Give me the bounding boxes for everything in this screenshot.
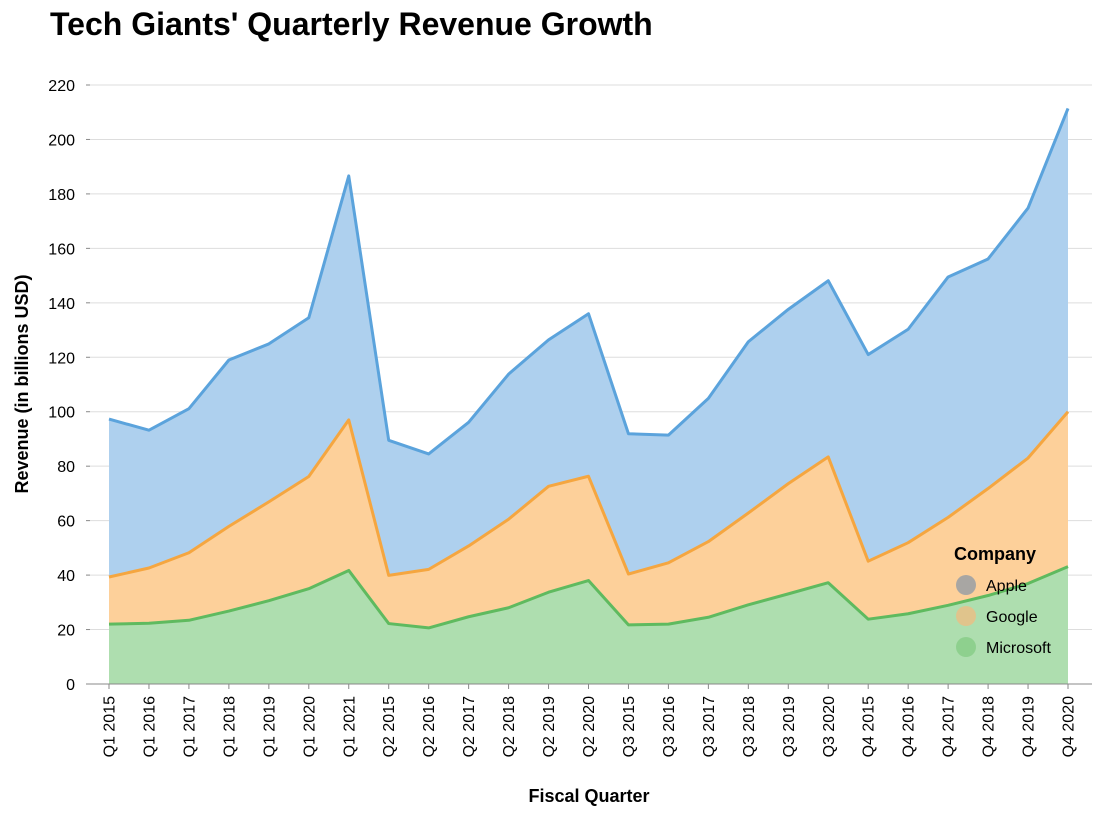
legend-title: Company: [954, 544, 1036, 564]
x-tick-label: Q1 2020: [301, 696, 318, 757]
axes: 0 20 40 60 80 100 120 140 160 180 200 220 Q1 2015 Q1 …: [48, 78, 1092, 757]
x-axis-title: Fiscal Quarter: [528, 786, 649, 806]
y-tick-label: 160: [48, 241, 75, 258]
x-tick-label: Q3 2019: [781, 696, 798, 757]
legend-swatch: [956, 575, 976, 595]
legend-label: Google: [986, 609, 1038, 626]
x-tick-label: Q2 2018: [501, 696, 518, 757]
legend: Company Apple Google Microsoft: [954, 544, 1051, 657]
legend-swatch: [956, 606, 976, 626]
x-tick-label: Q2 2015: [381, 696, 398, 757]
x-tick-label: Q2 2019: [541, 696, 558, 757]
series-lines: [108, 107, 1070, 630]
y-tick-label: 100: [48, 405, 75, 422]
area-google: [109, 411, 1068, 628]
x-tick-label: Q3 2018: [741, 696, 758, 757]
x-tick-label: Q3 2015: [621, 696, 638, 757]
line-google: [108, 410, 1070, 579]
area-apple: [109, 108, 1068, 578]
legend-label: Apple: [986, 578, 1027, 595]
x-tick-label: Q1 2021: [341, 696, 358, 757]
chart-title: Tech Giants' Quarterly Revenue Growth: [50, 6, 653, 42]
y-tick-label: 180: [48, 187, 75, 204]
x-tick-label: Q4 2015: [861, 696, 878, 757]
x-tick-label: Q3 2017: [701, 696, 718, 757]
y-tick-label: 60: [57, 514, 75, 531]
y-tick-label: 200: [48, 132, 75, 149]
y-tick-label: 20: [57, 623, 75, 640]
area-series: [109, 108, 1068, 684]
y-axis-title: Revenue (in billions USD): [12, 274, 32, 493]
x-tick-label: Q4 2017: [941, 696, 958, 757]
x-tick-label: Q4 2018: [981, 696, 998, 757]
y-tick-label: 0: [66, 677, 75, 694]
x-tick-label: Q1 2017: [181, 696, 198, 757]
y-tick-label: 140: [48, 296, 75, 313]
y-tick-label: 40: [57, 568, 75, 585]
x-tick-label: Q1 2019: [261, 696, 278, 757]
x-tick-label: Q4 2020: [1061, 696, 1078, 757]
legend-label: Microsoft: [986, 640, 1051, 657]
legend-swatch: [956, 637, 976, 657]
x-tick-label: Q4 2016: [901, 696, 918, 757]
area-microsoft: [109, 566, 1068, 684]
x-tick-label: Q1 2016: [141, 696, 158, 757]
x-tick-label: Q1 2018: [221, 696, 238, 757]
x-tick-label: Q1 2015: [102, 696, 119, 757]
x-tick-label: Q2 2020: [581, 696, 598, 757]
x-tick-label: Q2 2017: [461, 696, 478, 757]
x-tick-label: Q4 2019: [1021, 696, 1038, 757]
line-apple: [108, 107, 1070, 456]
y-tick-label: 220: [48, 78, 75, 95]
x-tick-label: Q2 2016: [421, 696, 438, 757]
y-tick-label: 120: [48, 350, 75, 367]
x-tick-label: Q3 2016: [661, 696, 678, 757]
x-tick-label: Q3 2020: [821, 696, 838, 757]
line-microsoft: [108, 565, 1069, 630]
y-tick-label: 80: [57, 459, 75, 476]
